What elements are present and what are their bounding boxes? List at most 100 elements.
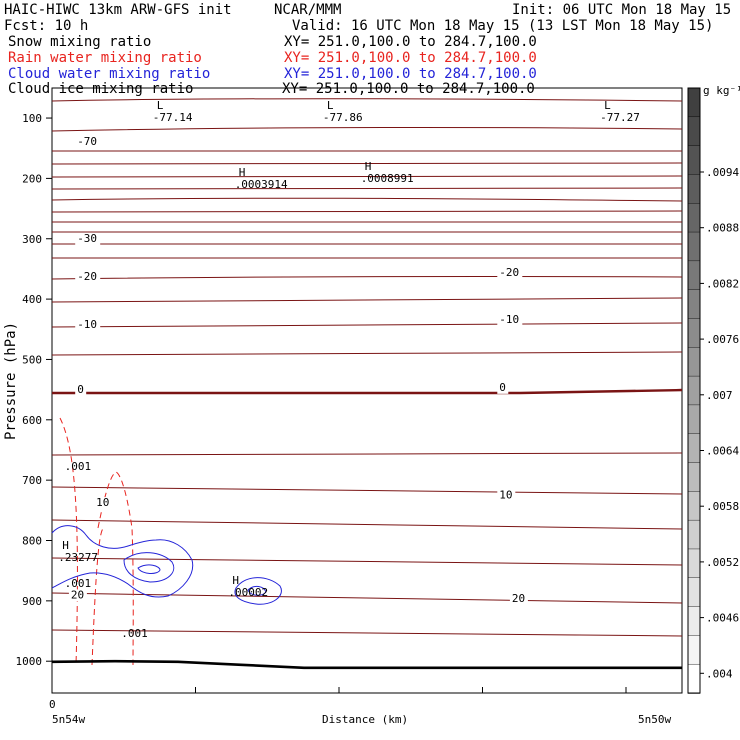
field-label-snow: Snow mixing ratio — [8, 34, 151, 50]
temperature-label: -30 — [77, 232, 97, 245]
temperature-labels: -70 -30 -20 -10 -20 -10 0 0 10 10 20 20 — [68, 135, 528, 606]
field-xy-cloud-ice: XY= 251.0,100.0 to 284.7,100.0 — [282, 81, 535, 97]
temperature-contour-line — [51, 175, 683, 178]
extremum-marker: H — [62, 539, 69, 552]
colorbar-swatch — [687, 231, 701, 262]
colorbar-swatch — [687, 347, 701, 377]
temperature-label: -20 — [77, 270, 97, 283]
colorbar-swatch — [687, 462, 701, 493]
contour-label-bg — [509, 593, 528, 606]
colorbar-swatch — [687, 260, 701, 291]
colorbar-swatch — [687, 203, 701, 233]
contour-label-bg — [497, 489, 516, 502]
field-label-rain: Rain water mixing ratio — [8, 50, 202, 66]
x-axis-label: Distance (km) — [322, 713, 408, 726]
colorbar-swatch — [687, 491, 701, 521]
x-axis: 0 — [49, 687, 627, 711]
colorbar-swatch — [687, 174, 701, 204]
field-xy-cloud-water: XY= 251.0,100.0 to 284.7,100.0 — [284, 66, 537, 82]
colorbar-swatch — [687, 519, 701, 550]
contour-label-bg — [75, 384, 87, 397]
temperature-label: 20 — [71, 588, 84, 601]
extremum-value: -77.86 — [323, 111, 363, 124]
colorbar-tick-label: .007 — [706, 389, 733, 402]
colorbar-swatch — [687, 87, 701, 118]
contour-label-bg — [75, 136, 101, 149]
extremum-value: .0003914 — [235, 178, 288, 191]
colorbar-swatch — [687, 606, 701, 637]
extremum-value: .00002 — [228, 586, 268, 599]
colorbar-tick-label: .0088 — [706, 222, 739, 235]
init-time: Init: 06 UTC Mon 18 May 15 — [512, 2, 731, 18]
extremum-value: .0008991 — [361, 172, 414, 185]
model-title: HAIC-HIWC 13km ARW-GFS init — [4, 2, 232, 18]
extremum-marker: H — [365, 160, 372, 173]
contour-label-bg — [94, 497, 113, 510]
temperature-contour-line — [51, 197, 683, 202]
y-tick-label: 200 — [22, 172, 42, 185]
cloud-water-contour — [234, 577, 282, 605]
colorbar: .0094 .0088 .0082 .0076 .007 .0064 .0058 .0052.… — [687, 87, 739, 694]
extremum-value: -77.27 — [600, 111, 640, 124]
moisture-contour-label: .001 — [65, 460, 92, 473]
colorbar-tick-label: .0052 — [706, 556, 739, 569]
contour-label-bg — [68, 589, 87, 602]
extremum-marker: H — [239, 166, 246, 179]
colorbar-swatch — [687, 145, 701, 176]
extremum-marker: L — [327, 99, 334, 112]
field-label-cloud-water: Cloud water mixing ratio — [8, 66, 210, 82]
valid-time: Valid: 16 UTC Mon 18 May 15 (13 LST Mon … — [292, 18, 713, 34]
contour-label-bg — [75, 270, 101, 283]
field-xy-snow: XY= 251.0,100.0 to 284.7,100.0 — [284, 34, 537, 50]
colorbar-swatch — [687, 635, 701, 665]
temperature-contour-line — [51, 275, 683, 280]
temperature-contour-line — [51, 322, 683, 328]
colorbar-swatch — [687, 404, 701, 435]
moisture-contour-label: .001 — [121, 627, 148, 640]
colorbar-tick-label: .0058 — [706, 500, 739, 513]
cloud-water-contour — [51, 525, 194, 598]
temperature-contour-line — [51, 127, 683, 132]
x-right-endpoint: 5n50w — [638, 713, 671, 726]
rain-contour-line — [59, 417, 78, 666]
extremum-marker: L — [604, 99, 611, 112]
rain-contour-line — [91, 527, 105, 666]
rain-contour-line — [97, 471, 134, 666]
surface-pressure-line — [51, 659, 682, 670]
temperature-label: 0 — [77, 383, 84, 396]
extremum-marker: L — [157, 99, 164, 112]
cloud-water-contour — [137, 564, 161, 574]
moisture-contour-label: .001 — [65, 577, 92, 590]
contour-label-bg — [497, 314, 523, 327]
colorbar-swatch — [687, 663, 701, 694]
y-axis-label: Pressure (hPa) — [3, 322, 19, 440]
temperature-label: -10 — [499, 313, 519, 326]
colorbar-unit: g kg⁻¹ — [703, 84, 740, 97]
colorbar-swatch — [687, 577, 701, 608]
org-label: NCAR/MMM — [274, 2, 341, 18]
temperature-label: -70 — [77, 135, 97, 148]
temperature-label: 0 — [499, 381, 506, 394]
y-tick-label: 1000 — [16, 655, 43, 668]
rain-water-contours — [59, 417, 134, 666]
y-tick-label: 800 — [22, 535, 42, 548]
colorbar-swatch — [687, 318, 701, 348]
cloud-water-contours — [51, 525, 282, 605]
colorbar-frame — [687, 87, 701, 694]
y-axis: 100 200 300 400 500 600 700 800 900 1000 — [16, 112, 52, 668]
colorbar-tick-label: .004 — [706, 667, 733, 680]
colorbar-tick-label: .0076 — [706, 333, 739, 346]
x-tick-label: 0 — [49, 698, 56, 711]
contour-label-bg — [497, 267, 523, 280]
freezing-level-contour — [51, 388, 683, 395]
temperature-contour-line — [51, 162, 683, 165]
y-tick-label: 900 — [22, 595, 42, 608]
cloud-water-contour — [123, 552, 175, 583]
temperature-contour-line — [51, 351, 683, 356]
colorbar-swatch — [687, 433, 701, 464]
temperature-contour-line — [51, 452, 683, 456]
temperature-label: 10 — [96, 496, 109, 509]
field-xy-rain: XY= 251.0,100.0 to 284.7,100.0 — [284, 50, 537, 66]
y-tick-label: 600 — [22, 414, 42, 427]
